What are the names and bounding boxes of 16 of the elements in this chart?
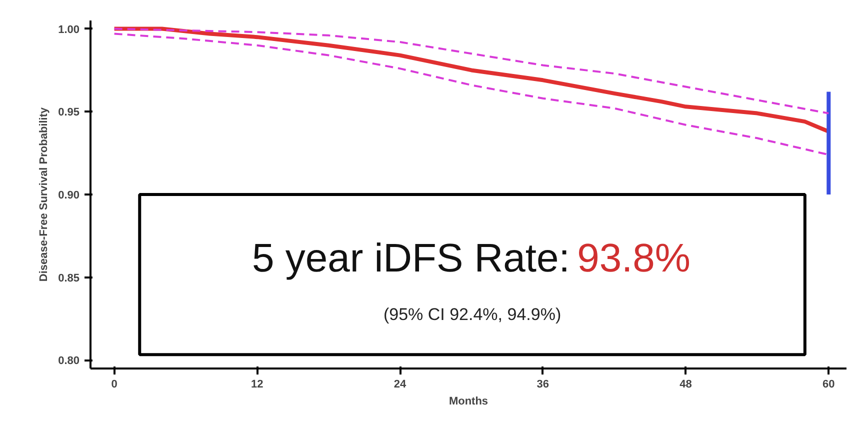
x-tick-label: 36 [536,378,550,390]
x-tick-label: 12 [251,378,264,390]
y-tick-label: 0.85 [58,272,80,284]
x-tick-label: 0 [111,378,118,390]
line-series [113,28,830,114]
y-tick-label: 0.95 [58,106,80,119]
y-tick-label: 0.80 [58,355,80,368]
annotation: (95% CI 92.4%, 94.9%) [383,305,562,324]
x-tick-label: 48 [680,378,692,390]
y-tick-label: 1.00 [58,24,80,36]
x-tick-label: 24 [394,378,408,390]
annotation: 5 year iDFS Rate: 93.8% [252,236,690,281]
y-tick-label: 0.90 [58,190,80,202]
x-tick-label: 60 [822,378,835,390]
y-axis-title: Disease-Free Survival Probability [38,106,50,282]
x-axis-title: Months [448,396,488,408]
